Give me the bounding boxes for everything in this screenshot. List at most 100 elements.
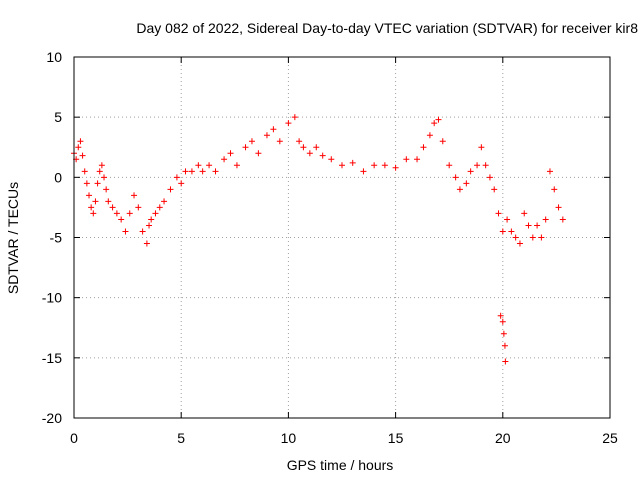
data-point	[521, 210, 528, 217]
data-point	[178, 180, 185, 187]
data-point	[135, 204, 142, 211]
data-point	[173, 174, 180, 181]
data-point	[98, 162, 105, 169]
data-point	[456, 186, 463, 193]
axis-ticks: 0 5 10 15 20 25 -20 -15 -10 -5 0 5 10	[42, 49, 618, 446]
data-point	[516, 240, 523, 247]
data-point	[478, 144, 485, 151]
data-point	[182, 168, 189, 175]
data-point	[360, 168, 367, 175]
y-tick-label: -20	[42, 410, 62, 426]
data-points	[71, 114, 566, 365]
x-axis-label: GPS time / hours	[287, 457, 394, 473]
data-point	[90, 210, 97, 217]
data-point	[77, 138, 84, 145]
data-point	[542, 216, 549, 223]
data-point	[206, 162, 213, 169]
data-point	[86, 192, 93, 199]
y-tick-label: -5	[50, 230, 63, 246]
data-point	[113, 210, 120, 217]
y-tick-label: 10	[46, 49, 62, 65]
data-point	[508, 228, 515, 235]
data-point	[81, 168, 88, 175]
data-point	[525, 222, 532, 229]
data-point	[296, 138, 303, 145]
data-point	[103, 186, 110, 193]
data-point	[349, 159, 356, 166]
data-point	[504, 216, 511, 223]
data-point	[499, 318, 506, 325]
data-point	[497, 312, 504, 319]
data-point	[167, 186, 174, 193]
data-point	[221, 156, 228, 163]
x-tick-label: 25	[602, 430, 618, 446]
data-point	[233, 162, 240, 169]
data-point	[195, 162, 202, 169]
data-point	[263, 132, 270, 139]
data-point	[551, 186, 558, 193]
data-point	[156, 204, 163, 211]
data-point	[146, 222, 153, 229]
x-tick-label: 15	[388, 430, 404, 446]
data-point	[546, 168, 553, 175]
data-point	[463, 180, 470, 187]
data-point	[122, 228, 129, 235]
data-point	[339, 162, 345, 169]
data-point	[94, 180, 101, 187]
data-point	[291, 114, 298, 121]
data-point	[502, 358, 509, 365]
data-point	[276, 138, 283, 145]
data-point	[500, 330, 507, 337]
data-point	[529, 234, 536, 241]
data-point	[188, 168, 195, 175]
data-point	[392, 164, 399, 171]
data-point	[83, 180, 90, 187]
x-tick-label: 5	[177, 430, 185, 446]
data-point	[105, 198, 112, 205]
data-point	[371, 162, 378, 169]
data-point	[96, 168, 103, 175]
y-tick-label: -10	[42, 290, 62, 306]
y-tick-label: -15	[42, 350, 62, 366]
data-point	[131, 192, 138, 199]
data-point	[426, 132, 433, 139]
data-point	[109, 204, 116, 211]
data-point	[242, 144, 249, 151]
data-point	[538, 234, 545, 241]
x-tick-label: 0	[70, 430, 78, 446]
data-point	[452, 174, 459, 181]
data-point	[482, 162, 489, 169]
y-tick-label: 0	[54, 169, 62, 185]
data-point	[199, 168, 206, 175]
data-point	[381, 162, 388, 169]
data-point	[403, 156, 410, 163]
x-tick-label: 20	[495, 430, 511, 446]
data-point	[300, 144, 307, 151]
data-point	[227, 150, 234, 157]
data-point	[88, 204, 95, 211]
data-point	[439, 138, 446, 145]
data-point	[534, 222, 541, 229]
data-point	[499, 228, 506, 235]
data-point	[306, 150, 313, 157]
data-point	[148, 216, 155, 223]
data-point	[313, 144, 320, 151]
data-point	[255, 150, 262, 157]
data-point	[486, 174, 493, 181]
data-point	[118, 216, 125, 223]
data-point	[431, 120, 438, 127]
data-point	[248, 138, 255, 145]
data-point	[414, 156, 421, 163]
x-tick-label: 10	[281, 430, 297, 446]
data-point	[501, 342, 508, 349]
chart-title: Day 082 of 2022, Sidereal Day-to-day VTE…	[136, 20, 638, 36]
data-point	[512, 234, 519, 241]
data-point	[270, 126, 277, 133]
data-point	[319, 152, 326, 159]
data-point	[328, 156, 335, 163]
data-point	[79, 152, 86, 159]
data-point	[92, 198, 99, 205]
data-point	[495, 210, 502, 217]
data-point	[126, 210, 133, 217]
